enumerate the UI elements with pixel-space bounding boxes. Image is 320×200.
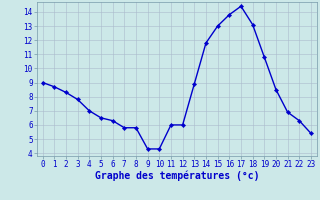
X-axis label: Graphe des températures (°c): Graphe des températures (°c) (94, 171, 259, 181)
